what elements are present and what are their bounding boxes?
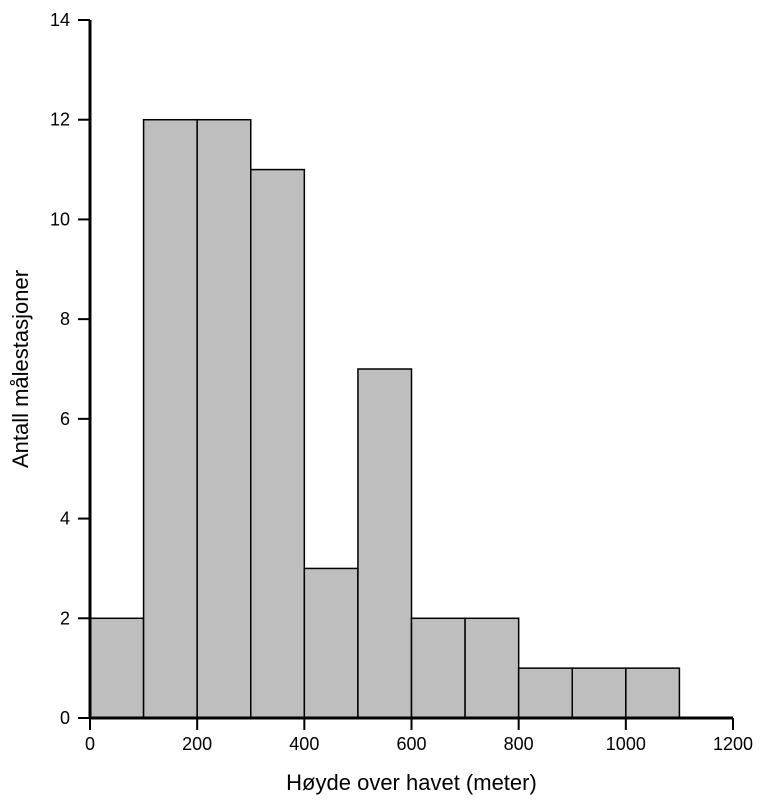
y-axis-label: Antall målestasjoner (8, 270, 33, 468)
y-tick-label: 2 (60, 608, 70, 628)
x-tick-label: 200 (182, 734, 212, 754)
histogram-bar (90, 618, 144, 718)
y-tick-label: 6 (60, 409, 70, 429)
x-tick-label: 600 (396, 734, 426, 754)
y-tick-label: 8 (60, 309, 70, 329)
y-tick-label: 0 (60, 708, 70, 728)
x-tick-label: 1200 (713, 734, 753, 754)
histogram-bar (197, 120, 251, 718)
histogram-bar (626, 668, 680, 718)
histogram-bar (412, 618, 466, 718)
chart-container: 0 200 400 600 800 1000 1200 0 2 4 6 8 10 12 14 Høyde ov… (0, 0, 773, 808)
histogram-bar (251, 170, 305, 718)
histogram-bar (465, 618, 519, 718)
x-tick-label: 400 (289, 734, 319, 754)
y-tick-label: 4 (60, 509, 70, 529)
x-axis-label: Høyde over havet (meter) (286, 770, 537, 795)
x-tick-label: 1000 (606, 734, 646, 754)
histogram-bar (144, 120, 198, 718)
histogram-chart: 0 200 400 600 800 1000 1200 0 2 4 6 8 10 12 14 Høyde ov… (0, 0, 773, 808)
histogram-bar (304, 568, 358, 718)
y-tick-label: 10 (50, 209, 70, 229)
bars-group (90, 120, 679, 718)
histogram-bar (519, 668, 573, 718)
histogram-bar (358, 369, 412, 718)
x-tick-label: 0 (85, 734, 95, 754)
histogram-bar (572, 668, 626, 718)
y-tick-label: 12 (50, 110, 70, 130)
y-tick-label: 14 (50, 10, 70, 30)
x-tick-label: 800 (504, 734, 534, 754)
